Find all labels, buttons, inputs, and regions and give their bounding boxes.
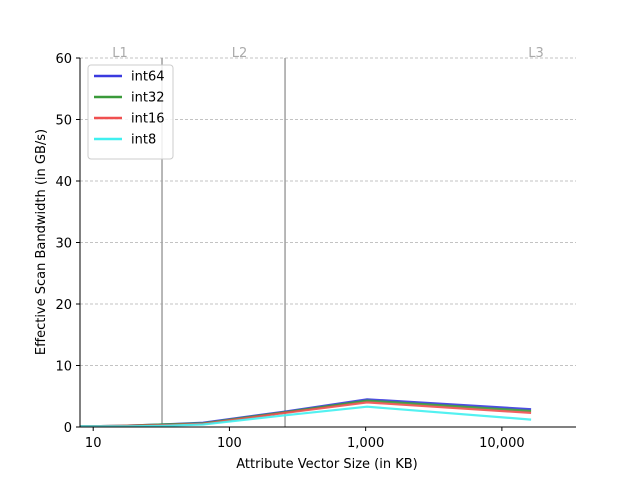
y-tick-label: 30	[55, 237, 72, 252]
y-tick-label: 10	[55, 360, 72, 375]
legend-label: int8	[131, 133, 156, 148]
legend-label: int16	[131, 112, 165, 127]
x-tick-label: 100	[217, 436, 242, 451]
legend-label: int64	[131, 70, 165, 85]
x-tick-label: 10	[85, 436, 102, 451]
y-ticks: 0 10 20 30 40 50 60	[55, 52, 80, 436]
x-ticks: 10 100 1,000 10,000	[85, 427, 525, 451]
legend-label: int32	[131, 91, 165, 106]
series-line-int8	[80, 405, 532, 428]
x-tick-label: 1,000	[347, 436, 384, 451]
x-tick-label: 10,000	[479, 436, 525, 451]
cache-boundaries: L1 L2 L3	[112, 46, 544, 427]
legend: int64 int32 int16 int8	[87, 64, 174, 160]
y-tick-label: 60	[55, 52, 72, 67]
x-axis-label: Attribute Vector Size (in KB)	[236, 457, 417, 472]
y-tick-label: 50	[55, 114, 72, 129]
legend-box	[87, 64, 174, 160]
y-tick-label: 20	[55, 298, 72, 313]
cache-level-label: L1	[112, 46, 128, 61]
y-axis-label: Effective Scan Bandwidth (in GB/s)	[34, 129, 49, 355]
y-tick-label: 0	[64, 421, 72, 436]
y-tick-label: 40	[55, 175, 72, 190]
series-lines	[79, 398, 532, 428]
cache-level-label: L3	[528, 46, 544, 61]
cache-level-label: L2	[232, 46, 248, 61]
